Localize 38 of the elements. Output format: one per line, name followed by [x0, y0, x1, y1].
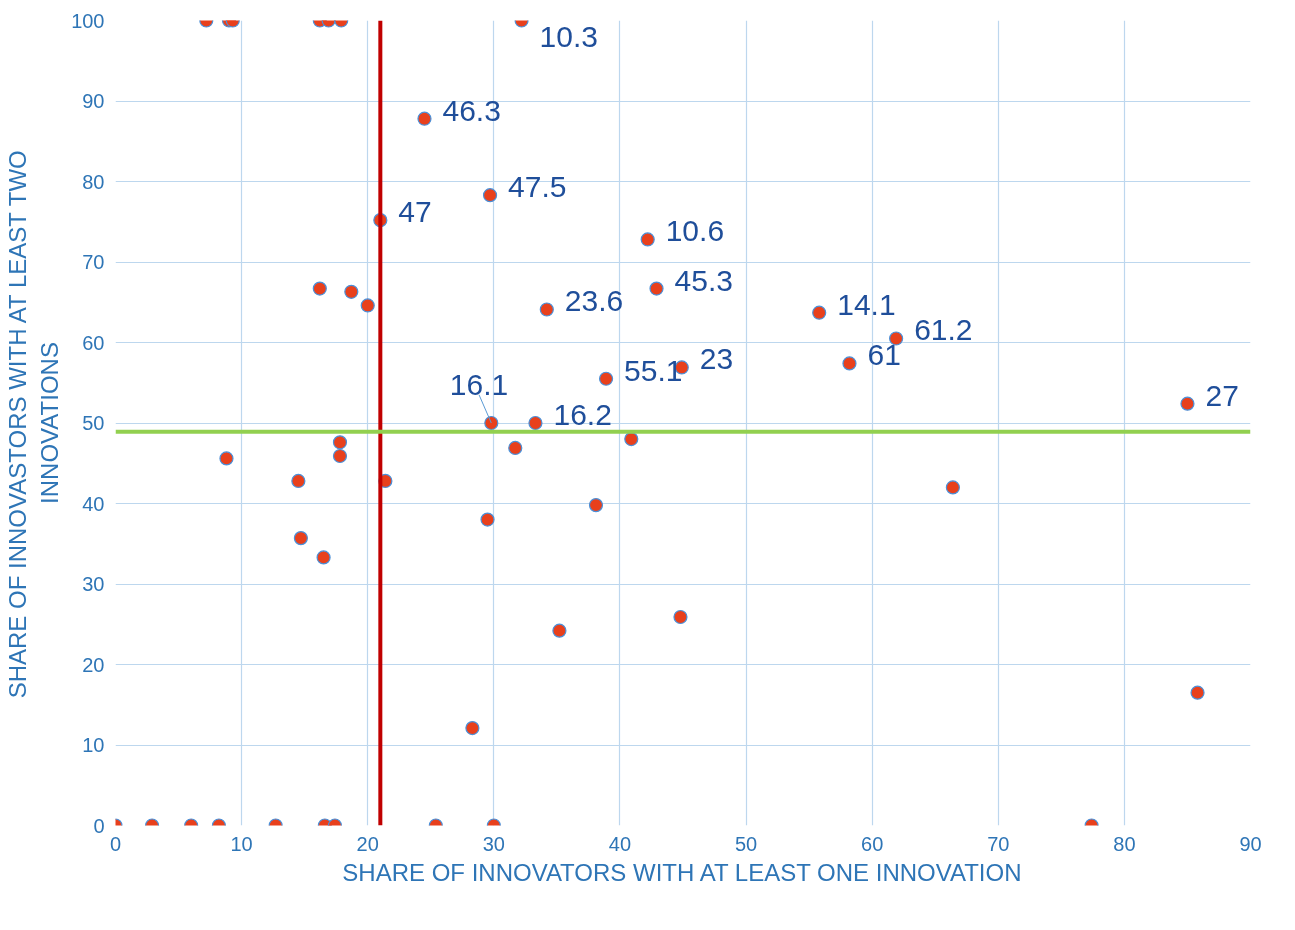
- y-tick-label: 20: [82, 653, 105, 676]
- x-axis-title: SHARE OF INNOVATORS WITH AT LEAST ONE INNOVATION: [342, 858, 1022, 886]
- annotation: 61.2: [914, 313, 973, 347]
- y-tick-label: 0: [93, 814, 105, 837]
- annotation: 16.2: [553, 398, 612, 431]
- annotation: 23: [699, 342, 734, 376]
- annotation: 10.6: [665, 214, 725, 248]
- x-tick-label: 20: [356, 832, 379, 855]
- y-tick-label: 50: [82, 412, 105, 434]
- annotation: 47.5: [508, 170, 567, 204]
- y-tick-label: 30: [82, 573, 105, 595]
- annotation: 47: [398, 195, 432, 229]
- x-tick-label: 90: [1239, 832, 1262, 855]
- annotation: 45.3: [674, 263, 733, 297]
- annotation: 10.3: [539, 19, 598, 53]
- annotation: 14.1: [837, 287, 896, 321]
- y-tick-label: 40: [82, 492, 105, 515]
- y-tick-label: 100: [71, 9, 105, 32]
- annotation: 16.1: [449, 367, 509, 401]
- annotation: 23.6: [564, 284, 624, 318]
- annotation: 61: [867, 338, 901, 372]
- annotation: 55.1: [624, 353, 683, 387]
- x-tick-label: 40: [608, 832, 632, 855]
- x-tick-label: 0: [109, 832, 122, 855]
- y-tick-label: 80: [82, 170, 105, 193]
- x-tick-label: 60: [861, 832, 884, 855]
- y-tick-label: 60: [82, 331, 105, 354]
- x-tick-label: 70: [987, 832, 1010, 855]
- x-tick-label: 80: [1113, 832, 1136, 855]
- y-tick-label: 10: [82, 734, 105, 756]
- x-tick-label: 30: [482, 832, 505, 855]
- annotation: 46.3: [442, 93, 501, 127]
- y-axis-title: SHARE OF INNOVASTORS WITH AT LEAST TWO INNOVATIONS: [3, 150, 64, 699]
- x-tick-label: 10: [230, 832, 253, 855]
- y-tick-label: 90: [82, 90, 105, 112]
- y-tick-label: 70: [82, 251, 105, 273]
- annotation: 27: [1205, 378, 1239, 412]
- x-tick-label: 50: [734, 832, 758, 855]
